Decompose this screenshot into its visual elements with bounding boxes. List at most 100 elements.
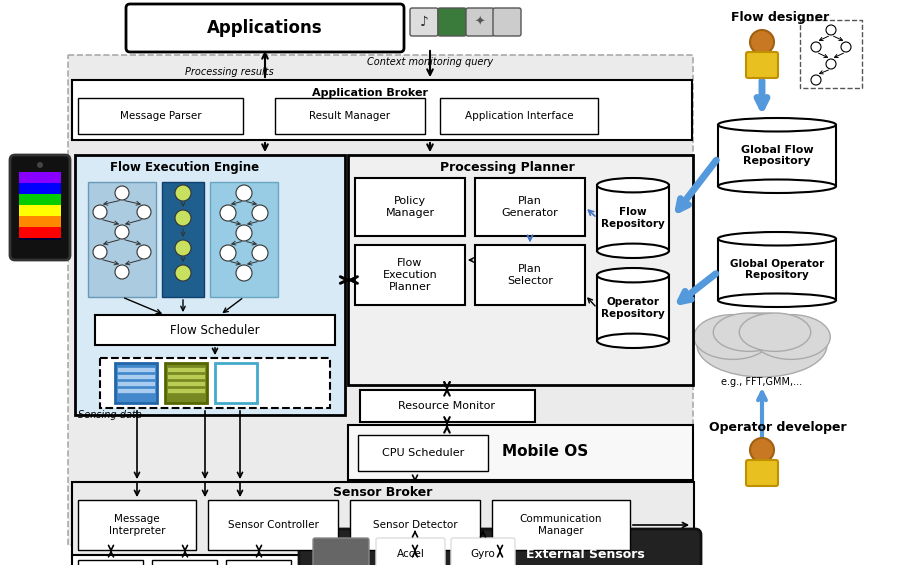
Ellipse shape — [597, 333, 669, 348]
Circle shape — [137, 245, 151, 259]
Text: Processing results: Processing results — [185, 67, 274, 77]
Bar — [165, 363, 207, 403]
Bar — [475, 245, 585, 305]
Bar — [78, 500, 196, 550]
Bar — [19, 205, 61, 216]
Bar — [167, 381, 205, 386]
Ellipse shape — [718, 118, 836, 132]
Bar — [208, 500, 338, 550]
Bar — [167, 388, 205, 393]
Text: ♪: ♪ — [419, 15, 428, 29]
Bar — [78, 98, 243, 134]
Circle shape — [115, 265, 129, 279]
Bar — [492, 500, 630, 550]
Bar — [19, 172, 61, 240]
FancyBboxPatch shape — [493, 8, 521, 36]
Bar — [78, 560, 143, 565]
Circle shape — [811, 42, 821, 52]
Text: Message
Interpreter: Message Interpreter — [109, 514, 165, 536]
FancyBboxPatch shape — [746, 52, 778, 78]
Text: Application Interface: Application Interface — [464, 111, 573, 121]
Bar — [800, 20, 862, 88]
Bar — [95, 315, 335, 345]
Circle shape — [93, 205, 107, 219]
Bar — [75, 155, 345, 415]
Circle shape — [115, 225, 129, 239]
Bar — [117, 374, 155, 379]
FancyBboxPatch shape — [466, 8, 494, 36]
FancyBboxPatch shape — [313, 538, 369, 565]
Text: Context monitoring query: Context monitoring query — [367, 57, 493, 67]
Text: Communication
Manager: Communication Manager — [520, 514, 603, 536]
Bar — [718, 239, 836, 300]
Text: Mobile OS: Mobile OS — [502, 445, 588, 459]
Bar — [597, 185, 669, 251]
Text: Sensing data: Sensing data — [78, 410, 142, 420]
Circle shape — [37, 162, 43, 168]
Bar — [167, 367, 205, 372]
Bar — [360, 390, 535, 422]
Circle shape — [93, 245, 107, 259]
Text: Applications: Applications — [207, 19, 322, 37]
FancyBboxPatch shape — [410, 8, 438, 36]
Text: Sensor Detector: Sensor Detector — [373, 520, 457, 530]
Ellipse shape — [597, 178, 669, 193]
Bar — [19, 172, 61, 183]
Circle shape — [236, 265, 252, 281]
Ellipse shape — [718, 180, 836, 193]
Circle shape — [175, 210, 191, 226]
Bar — [19, 183, 61, 194]
Ellipse shape — [753, 315, 831, 359]
Text: Global Operator
Repository: Global Operator Repository — [730, 259, 824, 280]
Text: Operator
Repository: Operator Repository — [601, 297, 665, 319]
Bar — [275, 98, 425, 134]
FancyBboxPatch shape — [10, 155, 70, 260]
Circle shape — [841, 42, 851, 52]
Ellipse shape — [713, 313, 785, 351]
FancyBboxPatch shape — [451, 538, 515, 565]
Text: Accel: Accel — [397, 549, 425, 559]
Bar — [215, 363, 257, 403]
Circle shape — [137, 205, 151, 219]
Circle shape — [811, 75, 821, 85]
Text: External Sensors: External Sensors — [525, 547, 645, 560]
Circle shape — [826, 25, 836, 35]
Circle shape — [236, 225, 252, 241]
Ellipse shape — [597, 244, 669, 258]
Bar — [718, 125, 836, 186]
Text: Operator developer: Operator developer — [709, 421, 847, 434]
Bar — [72, 482, 694, 557]
Text: Flow designer: Flow designer — [731, 11, 829, 24]
Text: Result Manager: Result Manager — [310, 111, 391, 121]
Text: Policy
Manager: Policy Manager — [385, 196, 435, 218]
Bar — [162, 182, 204, 297]
Text: Global Flow
Repository: Global Flow Repository — [741, 145, 814, 166]
Text: Sensor Broker: Sensor Broker — [333, 485, 433, 498]
Bar — [210, 182, 278, 297]
Bar — [19, 194, 61, 205]
Bar — [152, 560, 217, 565]
Bar — [68, 55, 693, 545]
Text: ✦: ✦ — [475, 15, 485, 28]
Bar — [115, 363, 157, 403]
Text: e.g., FFT,GMM,...: e.g., FFT,GMM,... — [721, 377, 803, 387]
Text: Plan
Generator: Plan Generator — [502, 196, 559, 218]
Bar — [88, 182, 156, 297]
Text: Gyro: Gyro — [471, 549, 496, 559]
Bar — [355, 245, 465, 305]
Ellipse shape — [718, 293, 836, 307]
Bar — [19, 216, 61, 227]
Bar — [117, 388, 155, 393]
Bar — [100, 358, 330, 408]
Bar — [167, 374, 205, 379]
Circle shape — [826, 59, 836, 69]
Circle shape — [175, 240, 191, 256]
Bar — [72, 80, 692, 140]
Bar — [475, 178, 585, 236]
Bar — [597, 275, 669, 341]
Bar — [117, 367, 155, 372]
Text: Plan
Selector: Plan Selector — [507, 264, 553, 286]
Bar — [72, 555, 602, 565]
Bar — [226, 560, 291, 565]
Text: Application Broker: Application Broker — [312, 88, 428, 98]
